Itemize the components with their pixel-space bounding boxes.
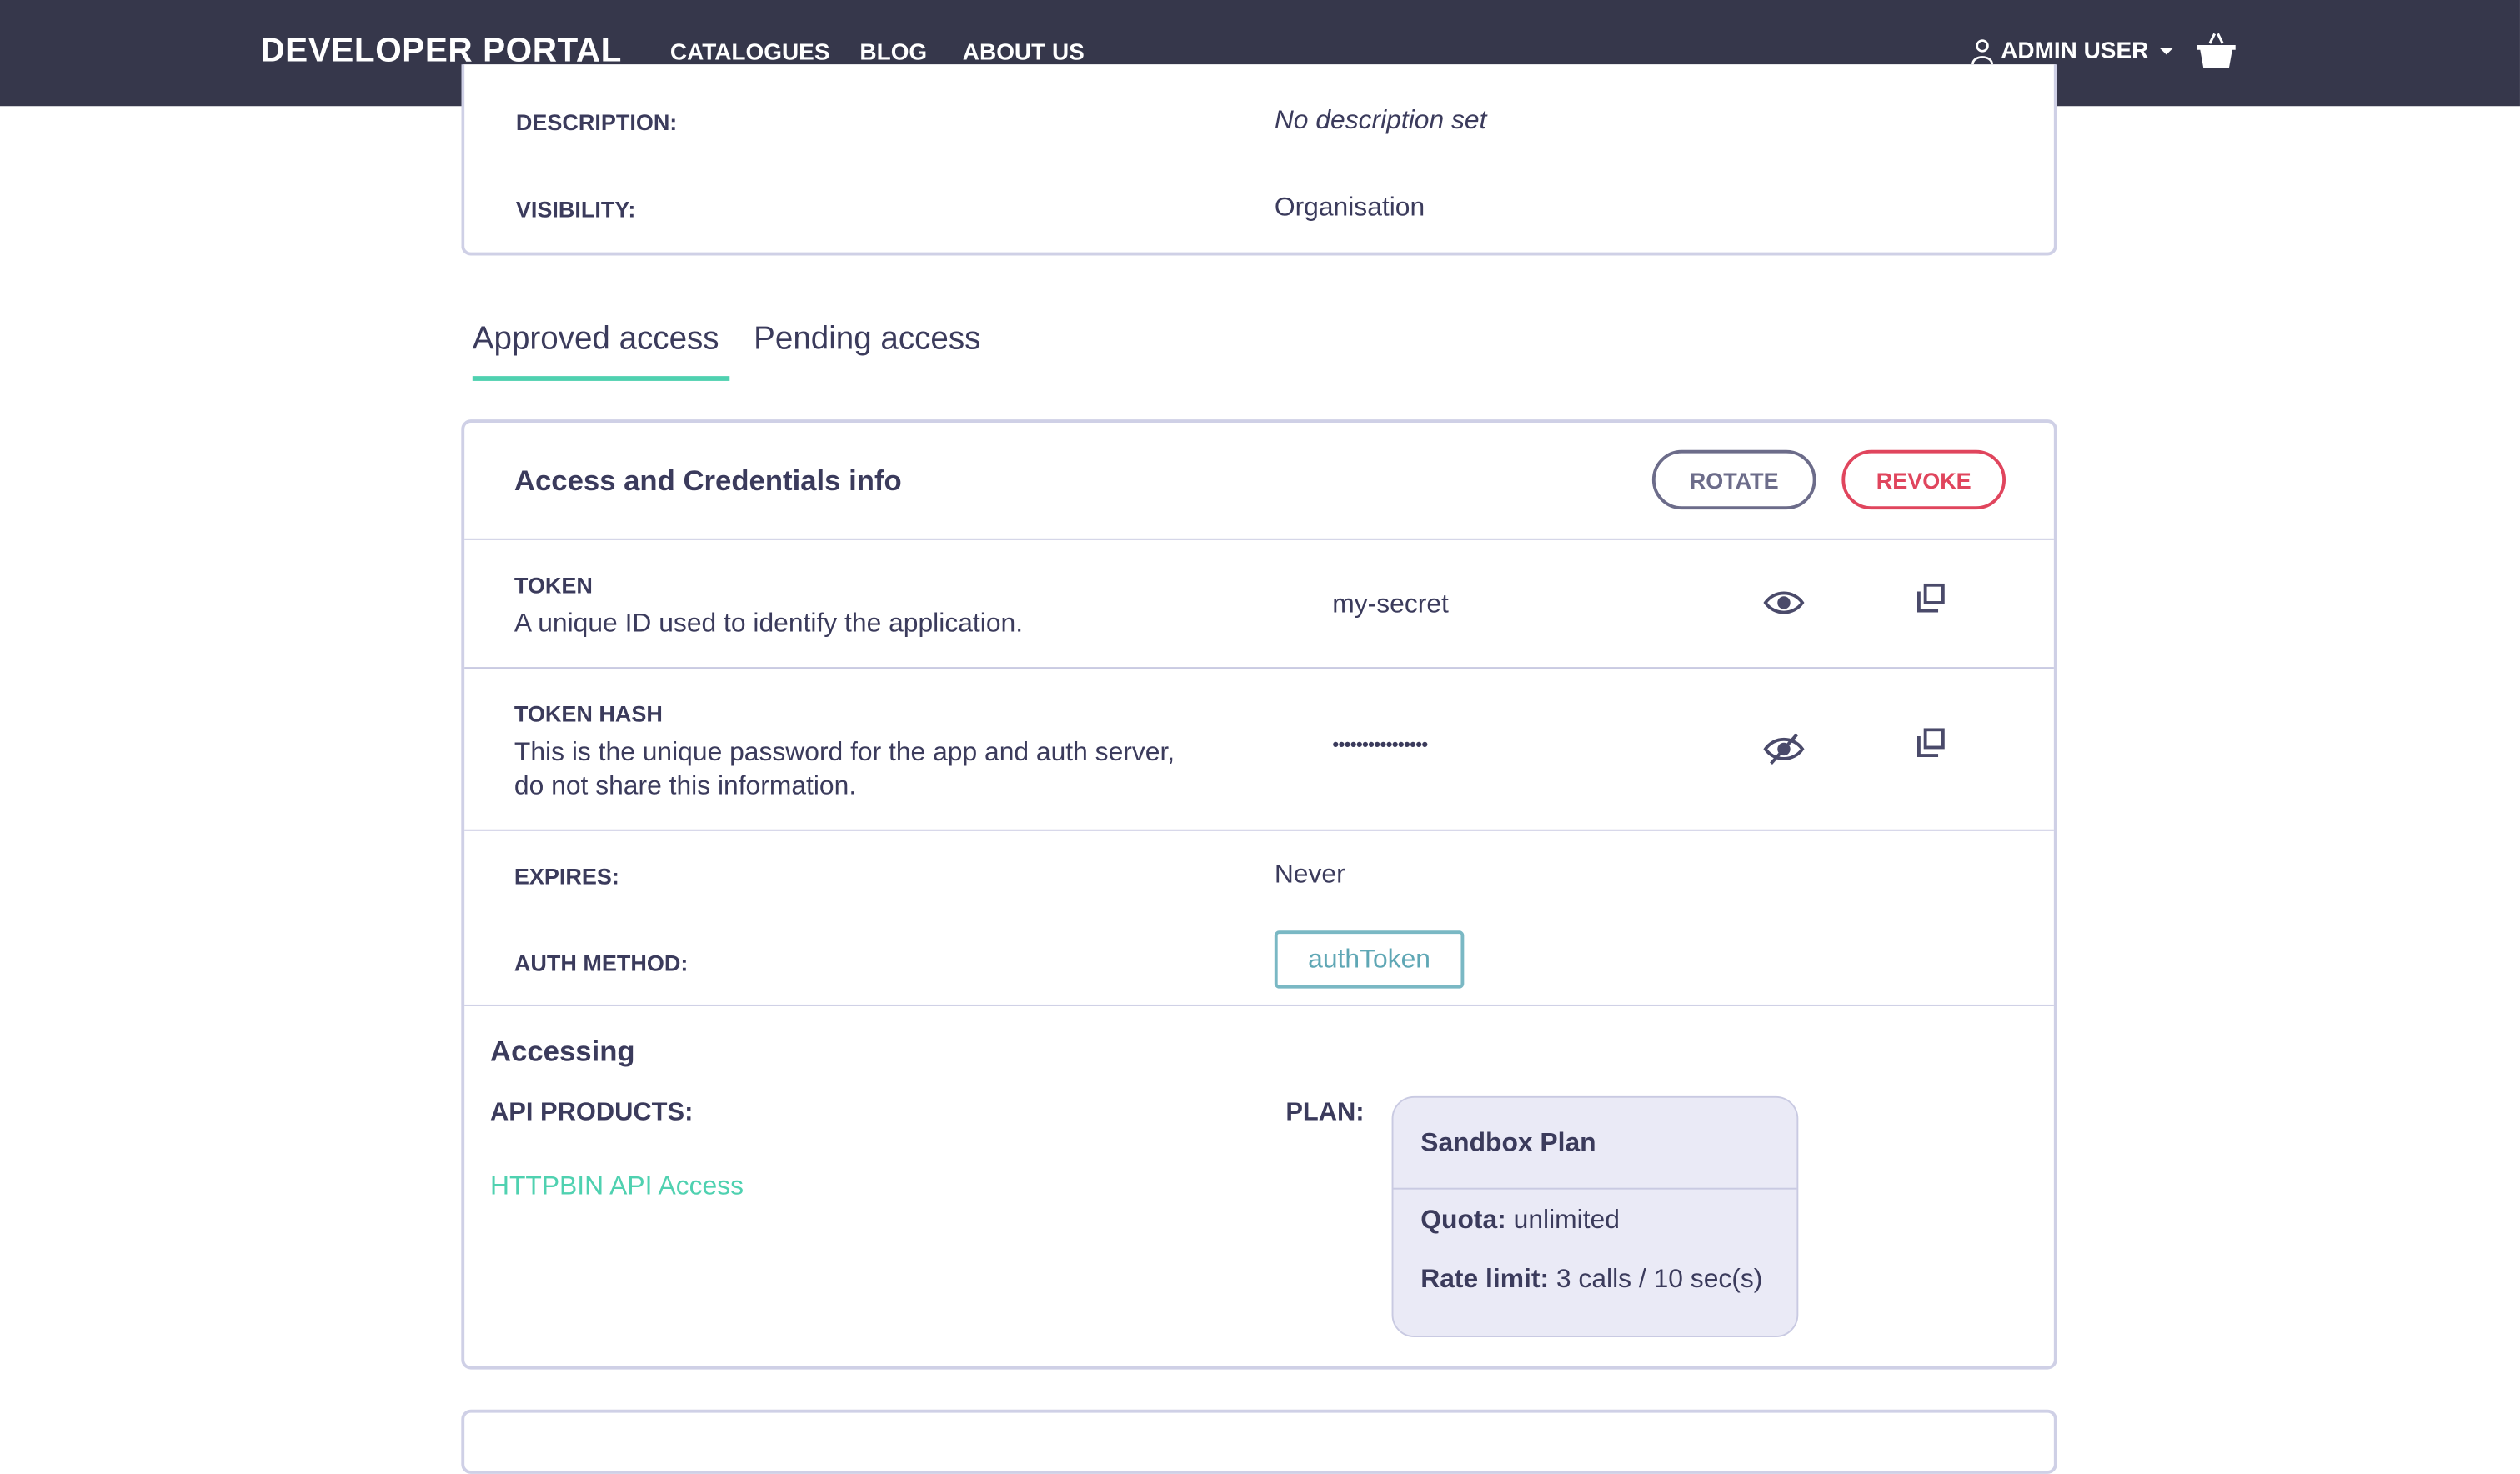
expires-label: EXPIRES: <box>514 863 619 890</box>
brand-logo[interactable]: DEVELOPER PORTAL <box>260 32 622 69</box>
token-value: my-secret <box>1332 589 1449 619</box>
description-value: No description set <box>1274 106 1487 135</box>
copy-icon[interactable] <box>1916 728 1946 758</box>
divider <box>1393 1187 1797 1190</box>
revoke-button[interactable]: REVOKE <box>1841 449 2006 510</box>
user-name: ADMIN USER <box>2001 38 2149 65</box>
rate-limit-label: Rate limit: <box>1420 1265 1550 1294</box>
divider <box>464 538 2054 540</box>
token-description: A unique ID used to identify the applica… <box>514 609 1024 639</box>
token-label: TOKEN <box>514 572 593 599</box>
divider <box>464 1004 2054 1006</box>
plan-card: Sandbox Plan Quota: unlimited Rate limit… <box>1391 1095 1799 1338</box>
quota-label: Quota: <box>1420 1205 1506 1235</box>
nav-blog[interactable]: BLOG <box>859 40 928 67</box>
accessing-title: Accessing <box>490 1035 635 1068</box>
eye-off-icon[interactable] <box>1763 733 1805 765</box>
plan-name: Sandbox Plan <box>1420 1128 1596 1158</box>
expires-value: Never <box>1274 860 1345 890</box>
nav-about-us[interactable]: ABOUT US <box>962 40 1085 67</box>
quota-value: unlimited <box>1513 1205 1620 1235</box>
user-icon <box>1971 39 1993 65</box>
description-label: DESCRIPTION: <box>515 109 678 135</box>
rate-limit-value: 3 calls / 10 sec(s) <box>1556 1265 1763 1294</box>
copy-icon[interactable] <box>1916 583 1946 613</box>
application-details-card: DESCRIPTION: No description set VISIBILI… <box>461 64 2057 256</box>
api-product-link[interactable]: HTTPBIN API Access <box>490 1171 744 1201</box>
api-products-label: API PRODUCTS: <box>490 1099 694 1127</box>
token-hash-description-2: do not share this information. <box>514 771 857 801</box>
divider <box>464 667 2054 669</box>
plan-rate-limit: Rate limit: 3 calls / 10 sec(s) <box>1420 1265 1762 1296</box>
user-menu[interactable]: ADMIN USER <box>1971 38 2177 65</box>
plan-quota: Quota: unlimited <box>1420 1206 1620 1236</box>
token-hash-value: •••••••••••••••• <box>1332 733 1428 756</box>
token-hash-label: TOKEN HASH <box>514 700 663 727</box>
eye-icon[interactable] <box>1763 589 1805 618</box>
credentials-card: Access and Credentials info ROTATE REVOK… <box>461 419 2057 1370</box>
caret-down-icon <box>2159 48 2173 55</box>
rotate-button[interactable]: ROTATE <box>1651 449 1816 510</box>
auth-method-badge: authToken <box>1274 930 1465 989</box>
tab-pending-access[interactable]: Pending access <box>754 321 981 357</box>
divider <box>464 829 2054 831</box>
active-tab-indicator <box>472 376 730 381</box>
token-hash-description-1: This is the unique password for the app … <box>514 737 1175 767</box>
visibility-value: Organisation <box>1274 193 1425 223</box>
auth-method-label: AUTH METHOD: <box>514 950 689 976</box>
credentials-title: Access and Credentials info <box>514 464 902 497</box>
tab-approved-access[interactable]: Approved access <box>472 321 719 357</box>
visibility-label: VISIBILITY: <box>515 196 636 223</box>
next-card <box>461 1409 2057 1474</box>
plan-label: PLAN: <box>1285 1099 1365 1127</box>
nav-catalogues[interactable]: CATALOGUES <box>669 40 830 67</box>
basket-icon[interactable] <box>2196 33 2237 71</box>
